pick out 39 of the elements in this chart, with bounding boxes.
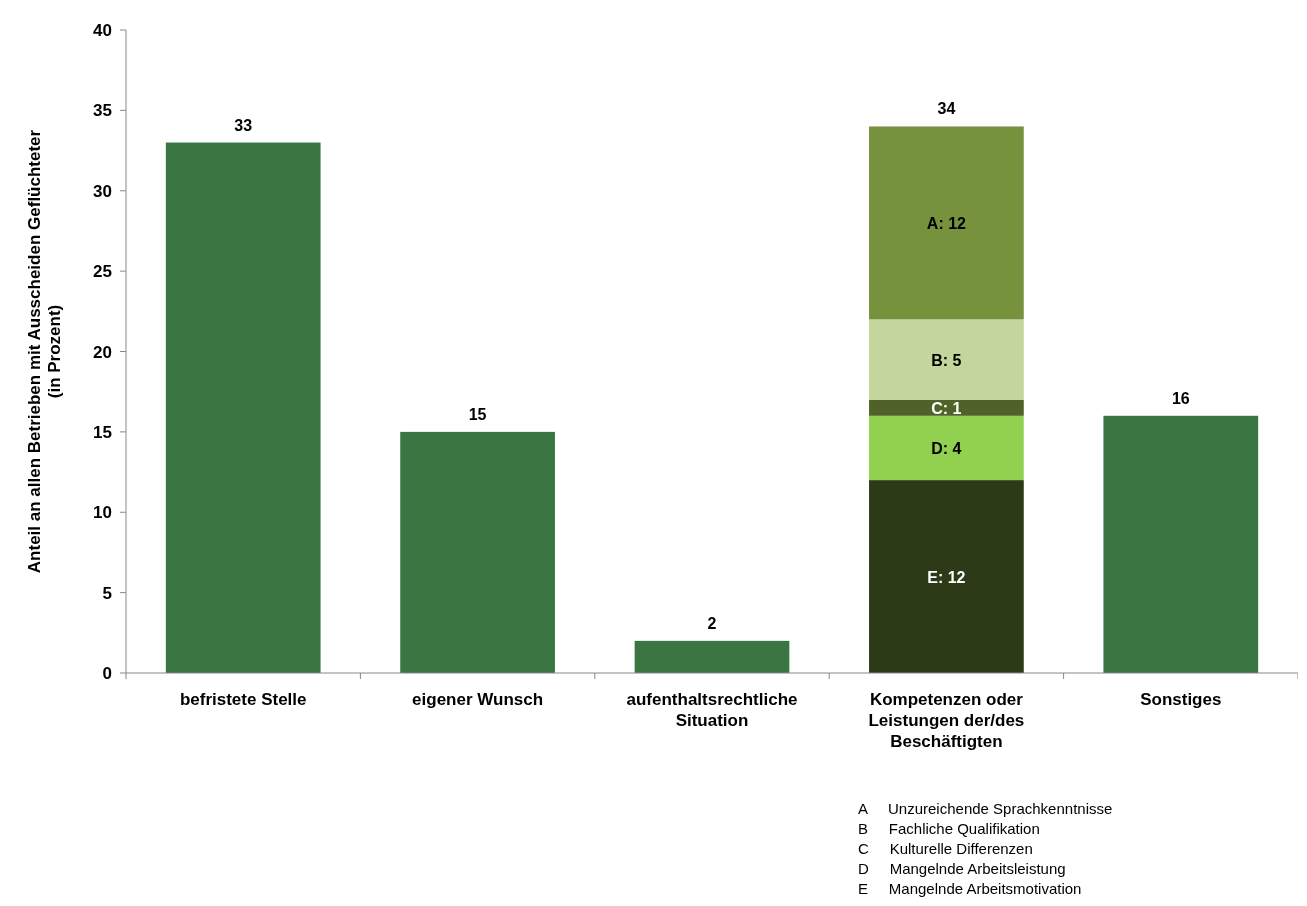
data-label: A: 12	[926, 214, 967, 232]
y-axis-title: Anteil an allen Betrieben mit Ausscheiden Geflüchteter (in Prozent)	[25, 129, 64, 574]
total-label: 34	[937, 100, 956, 118]
data-label: 16	[1171, 389, 1190, 407]
text: D Mangelnde Arbeitsleistung	[858, 860, 1066, 877]
y-tick-label: 10	[93, 503, 112, 523]
text: B Fachliche Qualifikation	[858, 820, 1040, 837]
data-label: D: 4	[931, 439, 962, 457]
bar	[869, 126, 1024, 320]
y-tick-label: 0	[102, 664, 112, 683]
bar	[869, 319, 1024, 400]
x-tick-label: aufenthaltsrechtliche Situation	[626, 690, 798, 730]
y-tick-label: 25	[93, 262, 112, 282]
data-label: E: 12	[927, 568, 966, 586]
y-tick-label: 15	[93, 422, 112, 442]
bar	[400, 431, 555, 673]
data-label: B: 5	[931, 351, 962, 369]
y-tick-label: 5	[102, 583, 112, 603]
bar	[869, 399, 1024, 416]
text: C Kulturelle Differenzen	[858, 840, 1033, 857]
y-tick-label: 20	[93, 342, 112, 362]
x-tick-label: befristete Stelle	[179, 690, 307, 709]
y-tick-label: 40	[93, 21, 112, 40]
x-tick-label: Sonstiges	[1140, 690, 1222, 709]
bar	[869, 480, 1024, 673]
y-tick-label: 35	[93, 101, 112, 121]
text: E Mangelnde Arbeitsmotivation	[858, 880, 1082, 897]
data-label: C: 1	[931, 399, 962, 417]
data-label: 15	[468, 405, 487, 423]
data-label: 2	[707, 614, 717, 632]
data-label: 33	[234, 116, 253, 134]
bar	[1103, 415, 1259, 673]
text: A Unzureichende Sprachkenntnisse	[858, 800, 1113, 817]
x-tick-label: Kompetenzen oder Leistungen der/des Beschäftigten	[868, 690, 1025, 751]
bar	[634, 640, 790, 673]
x-tick-label: eigener Wunsch	[412, 690, 544, 709]
bar	[869, 415, 1024, 481]
bar	[165, 142, 321, 673]
y-tick-label: 30	[93, 181, 112, 201]
